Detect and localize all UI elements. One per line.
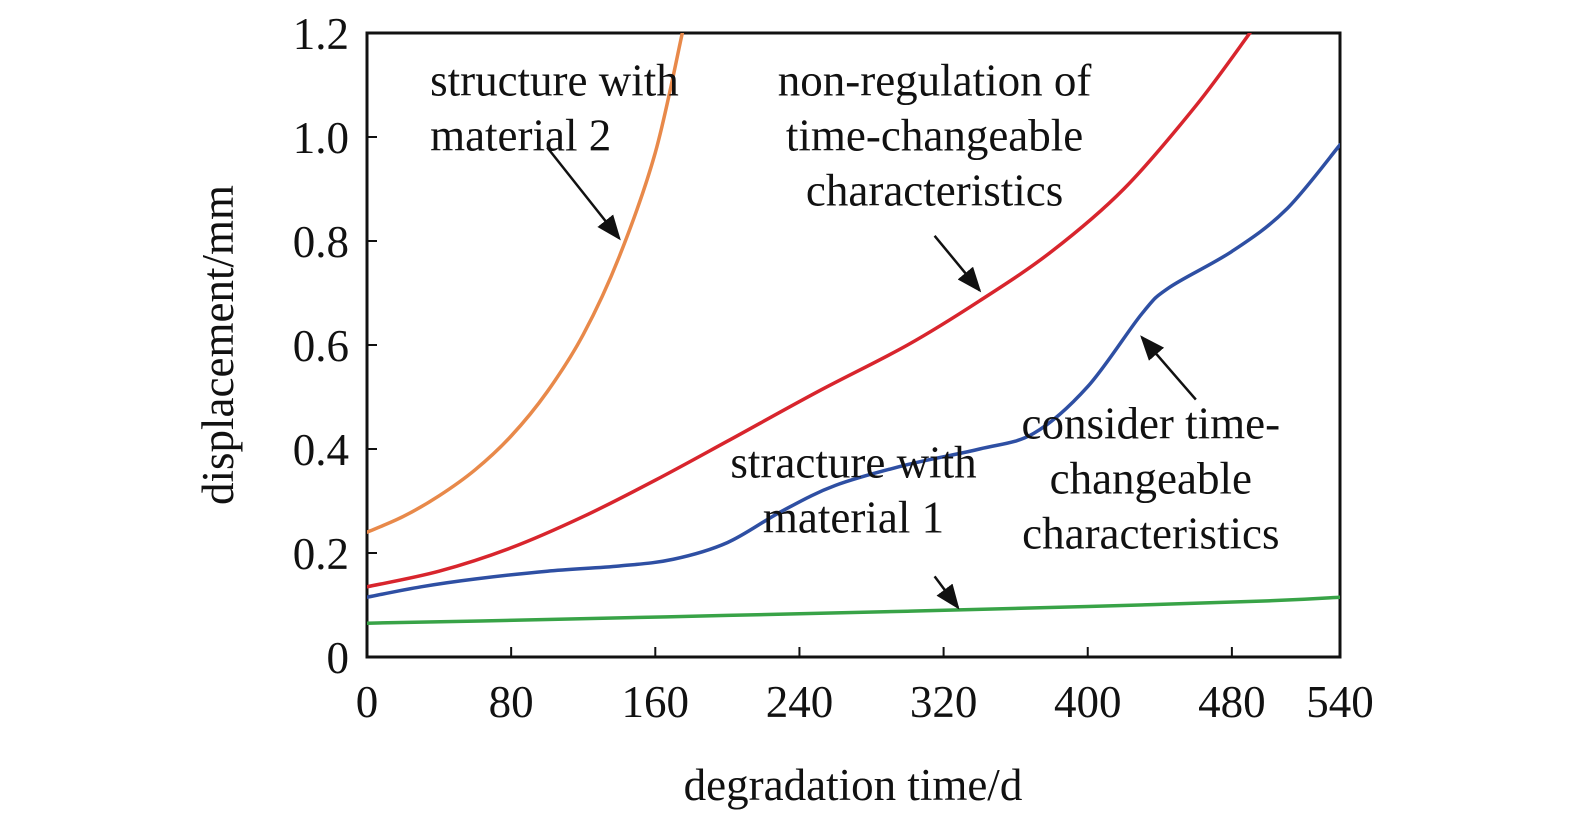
series-line-1 [367,33,685,534]
y-tick-label: 0 [327,633,350,683]
annotation-arrow-1 [546,146,621,241]
x-axis-title: degradation time/d [684,760,1023,810]
y-tick-label: 1.0 [293,113,349,163]
x-tick-label: 80 [489,677,534,727]
y-tick-label: 1.2 [293,9,349,59]
annotation-arrow-3 [1140,335,1197,401]
x-axis-ticks: 0 80 160 240 320 400 480 540 [356,647,1374,727]
annotation-text-3: consider time-changeable characteristics [1021,399,1280,559]
annotation-text-2: non-regulation of time-changeable characte… [778,55,1092,215]
annotation-arrow-4 [933,575,960,610]
series-line-4 [367,595,1340,625]
x-tick-label: 480 [1198,677,1266,727]
y-tick-label: 0.4 [293,425,349,475]
x-tick-label: 400 [1054,677,1122,727]
x-tick-label: 160 [622,677,690,727]
x-tick-label: 320 [910,677,978,727]
series-line-2 [367,33,1252,589]
y-tick-label: 0.2 [293,529,349,579]
x-tick-label: 0 [356,677,379,727]
annotation-text-1: structure with material 2 [430,55,679,160]
y-tick-label: 0.6 [293,321,349,371]
x-tick-label: 540 [1306,677,1374,727]
x-tick-label: 240 [766,677,834,727]
annotation-text-4: stracture with material 1 [730,438,976,543]
y-axis-title: displacement/mm [193,185,243,505]
annotation-layer: structure with material 2 non-regulation o… [430,55,1280,610]
y-tick-label: 0.8 [293,217,349,267]
y-axis-ticks: 0 0.2 0.4 0.6 0.8 1.0 1.2 [293,9,377,683]
series-line-3 [367,143,1340,599]
annotation-arrow-2 [933,235,982,293]
series-layer [367,33,1340,625]
